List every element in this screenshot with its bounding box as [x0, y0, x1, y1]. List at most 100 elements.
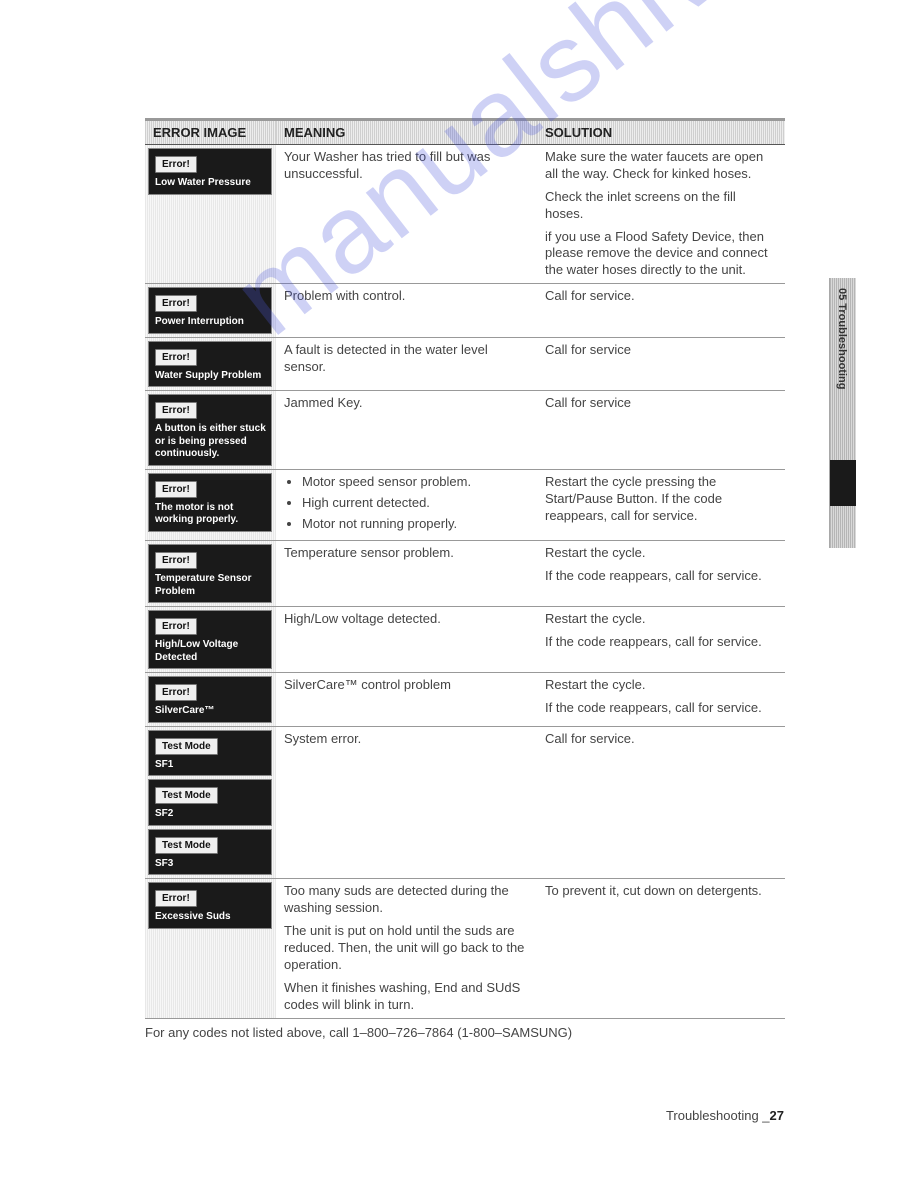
error-badge: Error!Power Interruption — [148, 287, 272, 334]
error-image-cell: Error! SilverCare™ — [145, 673, 276, 727]
table-row: Error!Power Interruption Problem with con… — [145, 284, 785, 338]
solution-cell: Restart the cycle. If the code reappears,… — [537, 607, 785, 673]
solution-text: If the code reappears, call for service. — [545, 568, 777, 585]
error-badge-label: Temperature Sensor Problem — [155, 573, 267, 598]
error-badge-label: SilverCare™ — [155, 705, 267, 718]
error-image-cell: Error! Temperature Sensor Problem — [145, 541, 276, 607]
error-table: ERROR IMAGE MEANING SOLUTION Error!Low W… — [145, 118, 785, 1019]
error-badge-label: High/Low Voltage Detected — [155, 639, 267, 664]
side-tab-marker — [830, 460, 856, 506]
error-badge-tag: Test Mode — [155, 837, 218, 854]
table-row: Error! Excessive Suds Too many suds are de… — [145, 879, 785, 1018]
error-badge: Error! Excessive Suds — [148, 882, 272, 929]
error-badge-tag: Error! — [155, 295, 197, 312]
solution-text: if you use a Flood Safety Device, then p… — [545, 229, 777, 280]
table-row: Error! High/Low Voltage Detected High/Low … — [145, 607, 785, 673]
meaning-cell: A fault is detected in the water level s… — [276, 337, 537, 391]
meaning-text: When it finishes washing, End and SUdS c… — [284, 980, 529, 1014]
solution-text: Make sure the water faucets are open all… — [545, 149, 777, 183]
error-badge-label: SF2 — [155, 808, 267, 821]
table-row: Error! Temperature Sensor Problem Temperat… — [145, 541, 785, 607]
table-row: Error! Water Supply Problem A fault is det… — [145, 337, 785, 391]
page-number: 27 — [770, 1108, 784, 1123]
meaning-text: Temperature sensor problem. — [284, 545, 529, 562]
footnote: For any codes not listed above, call 1–8… — [145, 1025, 785, 1040]
error-badge-tag: Error! — [155, 684, 197, 701]
error-image-cell: Error!Power Interruption — [145, 284, 276, 338]
meaning-text: High/Low voltage detected. — [284, 611, 529, 628]
error-badge-label: SF3 — [155, 858, 267, 871]
error-badge: Error! Water Supply Problem — [148, 341, 272, 388]
meaning-text: A fault is detected in the water level s… — [284, 342, 529, 376]
error-badge-tag: Error! — [155, 552, 197, 569]
error-badge-label: Water Supply Problem — [155, 370, 267, 383]
solution-cell: Call for service. — [537, 726, 785, 879]
meaning-cell: Temperature sensor problem. — [276, 541, 537, 607]
error-badge: Error! The motor is not working properly. — [148, 473, 272, 532]
error-image-cell: Error! The motor is not working properly. — [145, 469, 276, 541]
table-row: Error! The motor is not working properly.… — [145, 469, 785, 541]
solution-text: Restart the cycle. — [545, 611, 777, 628]
solution-cell: Restart the cycle pressing the Start/Pau… — [537, 469, 785, 541]
page-footer: Troubleshooting _27 — [666, 1108, 784, 1123]
solution-text: If the code reappears, call for service. — [545, 634, 777, 651]
error-badge-tag: Error! — [155, 349, 197, 366]
meaning-cell: Problem with control. — [276, 284, 537, 338]
error-badge: Test Mode SF2 — [148, 779, 272, 826]
error-image-cell: Error!A button is either stuck or is bei… — [145, 391, 276, 470]
error-image-cell: Error! High/Low Voltage Detected — [145, 607, 276, 673]
error-badge-tag: Test Mode — [155, 738, 218, 755]
error-badge-tag: Test Mode — [155, 787, 218, 804]
meaning-text: Problem with control. — [284, 288, 529, 305]
page-footer-label: Troubleshooting _ — [666, 1108, 770, 1123]
error-badge-label: Low Water Pressure — [155, 177, 267, 190]
error-badge: Error!Low Water Pressure — [148, 148, 272, 195]
error-badge: Error! SilverCare™ — [148, 676, 272, 723]
meaning-bullet: High current detected. — [302, 495, 529, 512]
meaning-text: Your Washer has tried to fill but was un… — [284, 149, 529, 183]
meaning-cell: Jammed Key. — [276, 391, 537, 470]
error-badge-label: Excessive Suds — [155, 911, 267, 924]
page-content: ERROR IMAGE MEANING SOLUTION Error!Low W… — [145, 0, 785, 1040]
error-badge-tag: Error! — [155, 481, 197, 498]
solution-cell: Restart the cycle.If the code reappears,… — [537, 541, 785, 607]
solution-text: To prevent it, cut down on detergents. — [545, 883, 777, 900]
side-tab: 05 Troubleshooting — [829, 278, 856, 548]
meaning-cell: High/Low voltage detected. — [276, 607, 537, 673]
meaning-bullet: Motor speed sensor problem. — [302, 474, 529, 491]
solution-text: Check the inlet screens on the fill hose… — [545, 189, 777, 223]
meaning-text: Jammed Key. — [284, 395, 529, 412]
meaning-text: The unit is put on hold until the suds a… — [284, 923, 529, 974]
table-row: Error!A button is either stuck or is bei… — [145, 391, 785, 470]
header-meaning: MEANING — [276, 120, 537, 145]
solution-text: Call for service. — [545, 288, 777, 305]
solution-cell: Make sure the water faucets are open all… — [537, 145, 785, 284]
solution-text: Restart the cycle pressing the Start/Pau… — [545, 474, 777, 525]
meaning-text: System error. — [284, 731, 529, 748]
solution-text: Restart the cycle. — [545, 677, 777, 694]
meaning-cell: Motor speed sensor problem. High current … — [276, 469, 537, 541]
error-image-cell: Error!Low Water Pressure — [145, 145, 276, 284]
solution-cell: Call for service — [537, 337, 785, 391]
meaning-bullet: Motor not running properly. — [302, 516, 529, 533]
error-badge: Test Mode SF3 — [148, 829, 272, 876]
meaning-cell: Your Washer has tried to fill but was un… — [276, 145, 537, 284]
error-image-cell: Error! Water Supply Problem — [145, 337, 276, 391]
solution-cell: Call for service — [537, 391, 785, 470]
error-badge-tag: Error! — [155, 402, 197, 419]
error-badge-label: The motor is not working properly. — [155, 502, 267, 527]
solution-text: Call for service — [545, 395, 777, 412]
error-badge-tag: Error! — [155, 890, 197, 907]
meaning-cell: Too many suds are detected during the wa… — [276, 879, 537, 1018]
error-badge: Error! High/Low Voltage Detected — [148, 610, 272, 669]
solution-cell: To prevent it, cut down on detergents. — [537, 879, 785, 1018]
solution-text: Call for service. — [545, 731, 777, 748]
error-image-cell: Test Mode SF1 Test Mode SF2 Test Mode SF3 — [145, 726, 276, 879]
error-badge: Test Mode SF1 — [148, 730, 272, 777]
error-badge-tag: Error! — [155, 618, 197, 635]
solution-text: If the code reappears, call for service. — [545, 700, 777, 717]
meaning-cell: SilverCare™ control problem — [276, 673, 537, 727]
solution-cell: Call for service. — [537, 284, 785, 338]
error-badge-label: SF1 — [155, 759, 267, 772]
table-row: Test Mode SF1 Test Mode SF2 Test Mode SF3 Syst… — [145, 726, 785, 879]
